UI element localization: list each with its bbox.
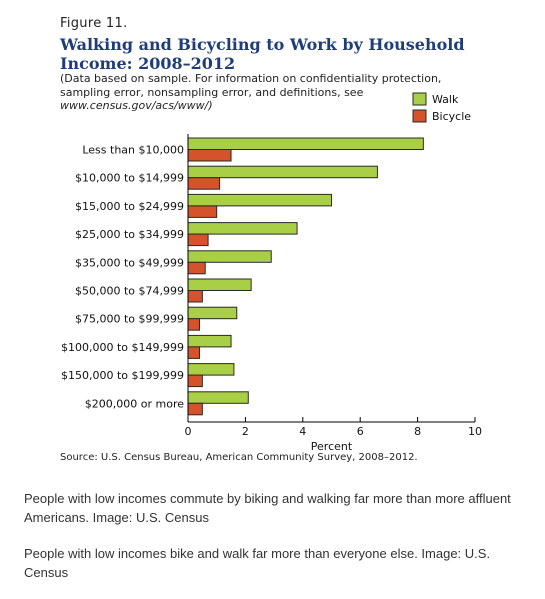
bar-bicycle	[187, 177, 221, 190]
category-label: $50,000 to $74,999	[75, 285, 184, 298]
x-tick-label: 0	[185, 425, 192, 438]
bar-bicycle	[187, 149, 232, 162]
figure-label: Figure 11.	[60, 16, 128, 31]
bar-bicycle	[187, 233, 209, 247]
category-label: $100,000 to $149,999	[61, 341, 184, 354]
category-label: $150,000 to $199,999	[61, 369, 184, 382]
caption-1: People with low incomes commute by bikin…	[24, 491, 511, 525]
legend-label-bicycle: Bicycle	[432, 110, 471, 123]
bar-walk	[187, 193, 332, 207]
bar-walk	[187, 165, 378, 179]
category-label: $35,000 to $49,999	[75, 256, 184, 269]
bar-walk	[187, 222, 298, 235]
category-label: $10,000 to $14,999	[75, 172, 184, 185]
x-tick-label: 8	[414, 425, 421, 438]
bar-walk	[187, 137, 424, 150]
bar-walk	[187, 334, 232, 348]
bar-bicycle	[187, 346, 200, 359]
legend-swatch-bicycle	[412, 109, 427, 123]
bar-bicycle	[187, 205, 218, 218]
figure-title: Walking and Bicycling to Work by Househo…	[60, 35, 465, 73]
figure-source: Source: U.S. Census Bureau, American Com…	[60, 452, 418, 463]
x-tick-label: 6	[357, 425, 364, 438]
category-label: $200,000 or more	[85, 397, 184, 410]
figure-note: (Data based on sample. For information o…	[60, 72, 490, 113]
category-label: Less than $10,000	[82, 144, 184, 157]
bar-bicycle	[187, 318, 200, 331]
bar-walk	[187, 278, 252, 291]
legend-label-walk: Walk	[432, 93, 459, 106]
figure-note-text: (Data based on sample. For information o…	[60, 72, 442, 99]
bar-walk	[187, 250, 272, 263]
x-axis-title: Percent	[311, 440, 353, 453]
x-tick-label: 4	[299, 425, 306, 438]
figure-note-url: www.census.gov/acs/www/)	[60, 99, 213, 112]
bar-bicycle	[187, 261, 206, 275]
category-label: $25,000 to $34,999	[75, 228, 184, 241]
category-label: $75,000 to $99,999	[75, 313, 184, 326]
caption-2: People with low incomes bike and walk fa…	[24, 546, 491, 580]
bar-bicycle	[187, 290, 203, 303]
legend-swatch-walk	[412, 92, 427, 106]
bar-bicycle	[187, 402, 203, 416]
x-tick-label: 10	[468, 425, 482, 438]
x-tick-label: 2	[242, 425, 249, 438]
bar-walk	[187, 306, 238, 320]
bar-bicycle	[187, 374, 203, 388]
category-label: $15,000 to $24,999	[75, 200, 184, 213]
bar-walk	[187, 363, 235, 376]
bar-walk	[187, 391, 249, 404]
